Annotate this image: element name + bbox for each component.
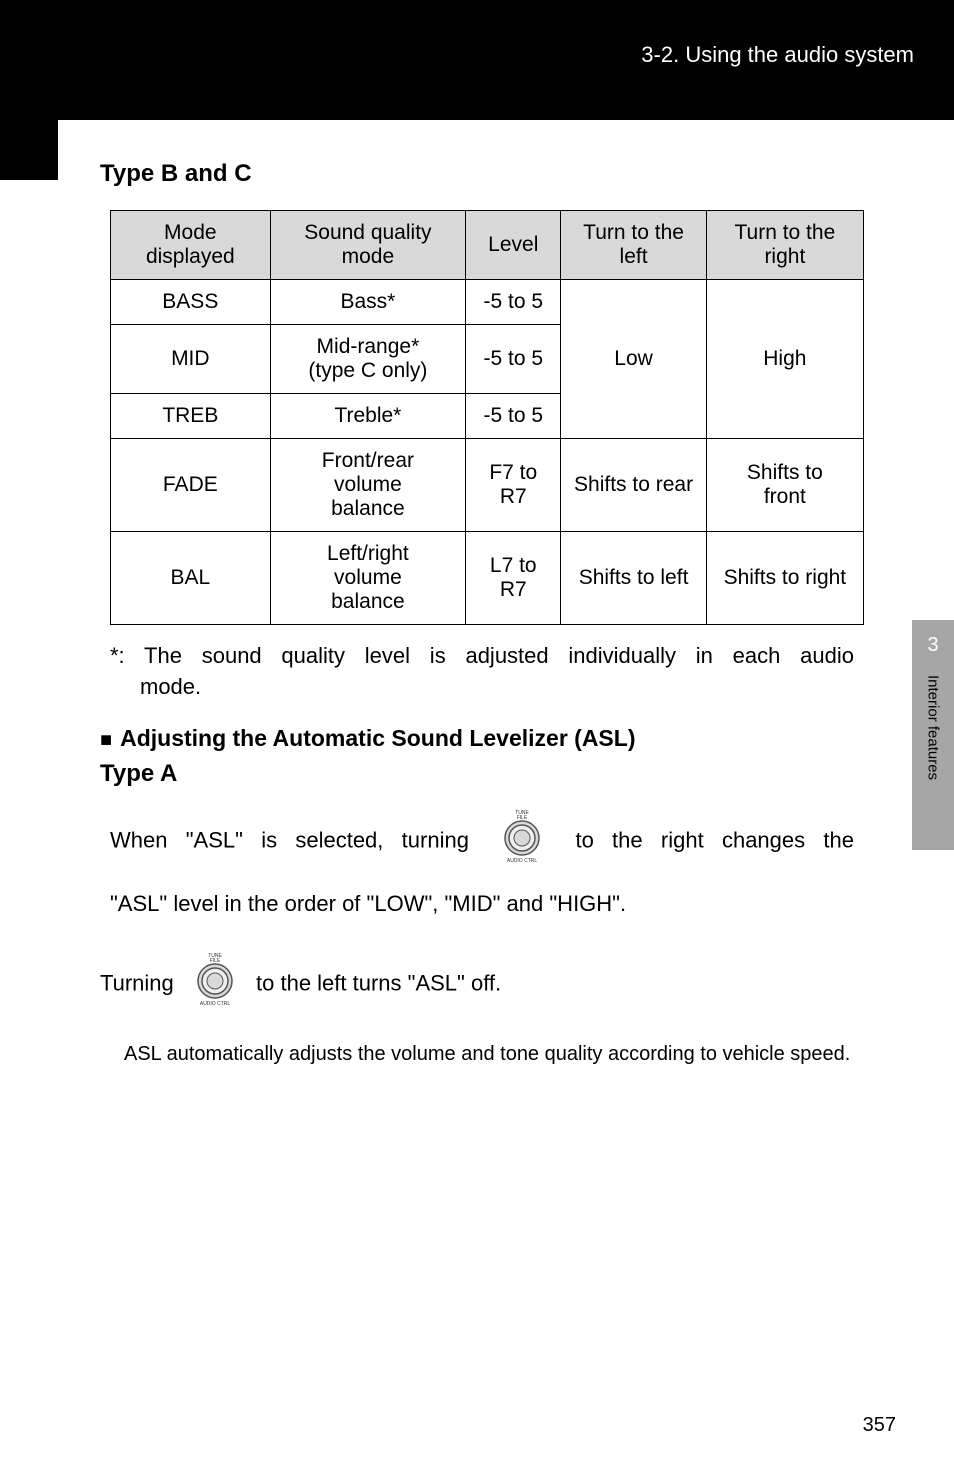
col-level: Level [466,211,561,280]
cell-quality: Treble* [270,394,466,439]
table-header-row: Mode displayed Sound quality mode Level … [111,211,864,280]
cell-mode: BASS [111,280,271,325]
left-margin-band [0,120,58,180]
cell-quality: Mid-range* (type C only) [270,325,466,394]
cell-left: Shifts to left [561,532,706,625]
asl-heading: Adjusting the Automatic Sound Levelizer … [120,725,635,752]
svg-text:FILE: FILE [210,958,221,964]
cell-level: L7 to R7 [466,532,561,625]
cell-right: Shifts to front [706,439,863,532]
col-mode: Mode displayed [111,211,271,280]
cell-left: Shifts to rear [561,439,706,532]
svg-text:FILE: FILE [517,815,528,821]
cell-right: Shifts to right [706,532,863,625]
table-row: BAL Left/right volume balance L7 to R7 S… [111,532,864,625]
section-heading-type-b-c: Type B and C [100,160,854,188]
cell-level: -5 to 5 [466,394,561,439]
tune-knob-icon: TUNE FILE AUDIO CTRL [186,949,244,1021]
table-row: BASS Bass* -5 to 5 Low High [111,280,864,325]
cell-mode: FADE [111,439,271,532]
breadcrumb: 3-2. Using the audio system [641,42,914,68]
col-left: Turn to the left [561,211,706,280]
cell-level: -5 to 5 [466,325,561,394]
tune-knob-icon: TUNE FILE AUDIO CTRL [493,806,551,878]
page-content: Type B and C Mode displayed Sound qualit… [0,120,954,1069]
square-bullet-icon: ■ [100,730,112,750]
asl-paragraph-1: When "ASL" is selected, turning TUNE FIL… [110,806,854,878]
cell-level: F7 to R7 [466,439,561,532]
cell-mode: BAL [111,532,271,625]
col-right: Turn to the right [706,211,863,280]
svg-text:AUDIO CTRL: AUDIO CTRL [507,858,538,864]
cell-level: -5 to 5 [466,280,561,325]
type-a-heading: Type A [100,760,854,788]
cell-right: High [706,280,863,439]
side-tab: 3 Interior features [912,620,954,850]
header-band: 3-2. Using the audio system [0,0,954,120]
page-number: 357 [863,1414,896,1437]
table-row: FADE Front/rear volume balance F7 to R7 … [111,439,864,532]
asl-note: ASL automatically adjusts the volume and… [124,1039,854,1069]
side-tab-number: 3 [927,634,938,657]
cell-quality: Left/right volume balance [270,532,466,625]
col-quality: Sound quality mode [270,211,466,280]
asl-paragraph-2: "ASL" level in the order of "LOW", "MID"… [110,883,854,925]
side-tab-label: Interior features [925,675,942,780]
cell-quality: Front/rear volume balance [270,439,466,532]
footnote: *: The sound quality level is adjusted i… [110,641,854,703]
cell-mode: TREB [111,394,271,439]
cell-quality: Bass* [270,280,466,325]
cell-mode: MID [111,325,271,394]
asl-heading-row: ■ Adjusting the Automatic Sound Levelize… [100,725,854,752]
svg-text:AUDIO CTRL: AUDIO CTRL [200,1001,231,1007]
cell-left: Low [561,280,706,439]
asl-paragraph-3: Turning TUNE FILE AUDIO CTRL to the left… [100,949,854,1021]
sound-quality-table: Mode displayed Sound quality mode Level … [110,210,864,625]
